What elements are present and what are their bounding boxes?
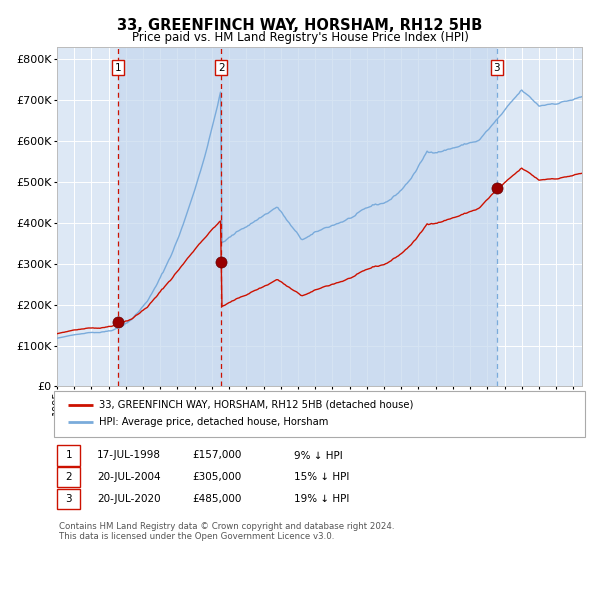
Text: 17-JUL-1998: 17-JUL-1998 [97, 451, 161, 460]
Text: 19% ↓ HPI: 19% ↓ HPI [294, 494, 349, 504]
Text: This data is licensed under the Open Government Licence v3.0.: This data is licensed under the Open Gov… [59, 532, 334, 542]
Text: 33, GREENFINCH WAY, HORSHAM, RH12 5HB (detached house): 33, GREENFINCH WAY, HORSHAM, RH12 5HB (d… [99, 400, 413, 410]
Text: 33, GREENFINCH WAY, HORSHAM, RH12 5HB: 33, GREENFINCH WAY, HORSHAM, RH12 5HB [118, 18, 482, 33]
Text: 20-JUL-2020: 20-JUL-2020 [97, 494, 161, 504]
Text: 1: 1 [65, 451, 72, 460]
Text: Price paid vs. HM Land Registry's House Price Index (HPI): Price paid vs. HM Land Registry's House … [131, 31, 469, 44]
Text: 1: 1 [115, 63, 121, 73]
Text: Contains HM Land Registry data © Crown copyright and database right 2024.: Contains HM Land Registry data © Crown c… [59, 522, 394, 531]
Text: 9% ↓ HPI: 9% ↓ HPI [294, 451, 343, 460]
Text: 3: 3 [65, 494, 72, 504]
Text: 15% ↓ HPI: 15% ↓ HPI [294, 473, 349, 482]
Text: HPI: Average price, detached house, Horsham: HPI: Average price, detached house, Hors… [99, 417, 328, 427]
Text: 3: 3 [493, 63, 500, 73]
Text: 2: 2 [65, 473, 72, 482]
Text: 2: 2 [218, 63, 224, 73]
Text: £157,000: £157,000 [192, 451, 241, 460]
Text: £305,000: £305,000 [192, 473, 241, 482]
Text: 20-JUL-2004: 20-JUL-2004 [97, 473, 161, 482]
Text: £485,000: £485,000 [192, 494, 241, 504]
